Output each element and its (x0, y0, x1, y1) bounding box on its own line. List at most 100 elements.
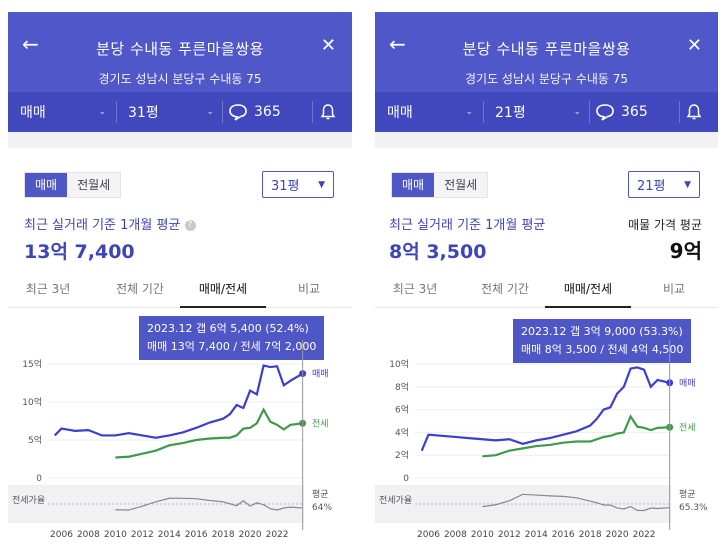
series-line-jeonse (115, 410, 302, 458)
x-tick-label: 2016 (185, 530, 208, 540)
x-tick-label: 2022 (633, 530, 656, 540)
chevron-down-icon: ⌄ (573, 107, 581, 117)
x-tick-label: 2014 (525, 530, 548, 540)
y-tick-label: 5억 (28, 434, 42, 446)
deal-type-dropdown[interactable]: 매매 ⌄ (387, 92, 479, 132)
chart-tabs: 최근 3년 전체 기간 매매/전세 비교 (8, 272, 352, 308)
caret-down-icon: ▼ (318, 180, 325, 190)
bell-icon (320, 103, 336, 121)
y-tick-label: 8억 (395, 381, 409, 393)
notification-button[interactable] (316, 92, 340, 132)
y-tick-label: 2억 (395, 449, 409, 461)
deal-type-label: 매매 (387, 102, 413, 122)
app-header: ← 분당 수내동 푸른마을쌍용 ✕ 경기도 성남시 분당구 수내동 75 (8, 12, 352, 92)
chevron-down-icon: ⌄ (465, 107, 473, 117)
x-tick-label: 2010 (471, 530, 494, 540)
x-tick-label: 2018 (579, 530, 602, 540)
area-label: 21평 (495, 102, 526, 122)
comments-button[interactable]: 365 (228, 92, 308, 132)
x-tick-label: 2008 (444, 530, 467, 540)
x-tick-label: 2008 (77, 530, 100, 540)
x-tick-label: 2006 (50, 530, 73, 540)
x-tick-label: 2006 (417, 530, 440, 540)
area-select[interactable]: 31평 ▼ (262, 171, 334, 198)
tab-compare[interactable]: 비교 (641, 272, 707, 308)
back-arrow-icon[interactable]: ← (389, 34, 406, 54)
bell-icon (686, 103, 702, 121)
y-tick-label: 0 (403, 474, 409, 484)
comment-count: 365 (621, 104, 648, 120)
y-tick-label: 0 (36, 474, 42, 484)
segment-rent[interactable]: 전월세 (434, 173, 487, 197)
tab-compare[interactable]: 비교 (276, 272, 342, 308)
series-line-jeonse (482, 416, 669, 456)
series-label: 매매 (679, 378, 696, 389)
speech-bubble-icon (595, 103, 615, 121)
tab-all-period[interactable]: 전체 기간 (104, 272, 176, 308)
x-tick-label: 2012 (131, 530, 154, 540)
tab-recent-3y[interactable]: 최근 3년 (385, 272, 445, 308)
y-tick-label: 15억 (22, 358, 42, 370)
avg-price-label-text: 최근 실거래 기준 1개월 평균 (24, 218, 180, 233)
deal-type-label: 매매 (20, 102, 46, 122)
comments-button[interactable]: 365 (595, 92, 675, 132)
segment-sale[interactable]: 매매 (392, 173, 434, 197)
speech-bubble-icon (228, 103, 248, 121)
area-dropdown[interactable]: 21평 ⌄ (485, 92, 585, 132)
listing-panel-31: ← 분당 수내동 푸른마을쌍용 ✕ 경기도 성남시 분당구 수내동 75 매매 … (8, 0, 352, 557)
close-icon[interactable]: ✕ (687, 35, 702, 56)
series-line-sale (422, 367, 670, 450)
tooltip-gap: 2023.12 갭 3억 9,000 (53.3%) (521, 323, 683, 341)
filter-bar: 매매 ⌄ 31평 ⌄ 365 (8, 92, 352, 132)
filter-bar: 매매 ⌄ 21평 ⌄ 365 (375, 92, 718, 132)
segment-sale[interactable]: 매매 (25, 173, 67, 197)
avg-ratio-value: 64% (312, 503, 332, 513)
x-tick-label: 2012 (498, 530, 521, 540)
tab-sale-jeonse[interactable]: 매매/전세 (180, 272, 266, 308)
ratio-label: 전세가율 (379, 495, 412, 506)
area-select[interactable]: 21평 ▼ (628, 171, 700, 198)
deal-segment: 매매 전월세 (391, 172, 488, 198)
notification-button[interactable] (682, 92, 706, 132)
address: 경기도 성남시 분당구 수내동 75 (8, 70, 352, 87)
segment-rent[interactable]: 전월세 (67, 173, 120, 197)
ratio-label: 전세가율 (12, 495, 45, 506)
avg-price-value: 8억 3,500 (389, 237, 486, 264)
listing-avg-value: 9억 (670, 235, 702, 264)
x-tick-label: 2010 (104, 530, 127, 540)
series-label: 전세 (312, 418, 329, 429)
apartment-title: 분당 수내동 푸른마을쌍용 (58, 38, 302, 59)
tab-all-period[interactable]: 전체 기간 (469, 272, 541, 308)
chart-tabs: 최근 3년 전체 기간 매매/전세 비교 (375, 272, 718, 308)
address: 경기도 성남시 분당구 수내동 75 (375, 70, 718, 87)
help-icon[interactable]: ? (185, 220, 196, 231)
deal-type-dropdown[interactable]: 매매 ⌄ (20, 92, 112, 132)
x-tick-label: 2022 (266, 530, 289, 540)
area-dropdown[interactable]: 31평 ⌄ (118, 92, 218, 132)
back-arrow-icon[interactable]: ← (22, 34, 39, 54)
comment-count: 365 (254, 104, 281, 120)
series-label: 전세 (679, 422, 696, 433)
area-select-label: 31평 (271, 175, 300, 194)
y-tick-label: 6억 (395, 404, 409, 416)
series-label: 매매 (312, 369, 329, 380)
x-tick-label: 2020 (606, 530, 629, 540)
tab-sale-jeonse[interactable]: 매매/전세 (545, 272, 631, 308)
deal-segment: 매매 전월세 (24, 172, 121, 198)
listing-avg-label: 매물 가격 평균 (628, 216, 702, 233)
avg-ratio-value: 65.3% (679, 503, 708, 513)
chevron-down-icon: ⌄ (98, 107, 106, 117)
caret-down-icon: ▼ (684, 180, 691, 190)
x-tick-label: 2018 (212, 530, 235, 540)
avg-price-label: 최근 실거래 기준 1개월 평균 (389, 214, 545, 233)
listing-panel-21: ← 분당 수내동 푸른마을쌍용 ✕ 경기도 성남시 분당구 수내동 75 매매 … (375, 0, 718, 557)
close-icon[interactable]: ✕ (321, 35, 336, 56)
apartment-title: 분당 수내동 푸른마을쌍용 (425, 38, 668, 59)
tooltip-gap: 2023.12 갭 6억 5,400 (52.4%) (147, 320, 316, 338)
x-tick-label: 2014 (158, 530, 181, 540)
chevron-down-icon: ⌄ (206, 107, 214, 117)
tab-recent-3y[interactable]: 최근 3년 (18, 272, 78, 308)
app-header: ← 분당 수내동 푸른마을쌍용 ✕ 경기도 성남시 분당구 수내동 75 (375, 12, 718, 92)
